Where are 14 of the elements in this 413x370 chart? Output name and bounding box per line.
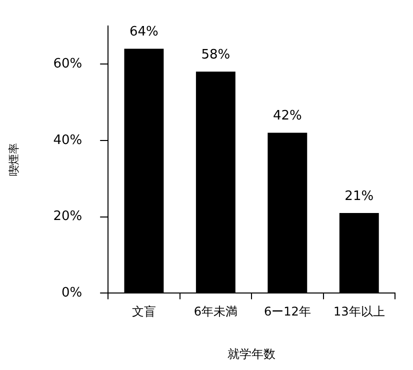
data-label: 21% bbox=[344, 188, 374, 204]
y-tick-label: 40% bbox=[53, 132, 82, 148]
y-tick-label: 0% bbox=[61, 286, 82, 301]
y-tick-label: 20% bbox=[53, 209, 82, 224]
x-axis-title: 就学年数 bbox=[228, 346, 276, 361]
y-axis-title: 喫煙率 bbox=[7, 143, 20, 176]
x-tick-label: 6ー12年 bbox=[264, 304, 311, 319]
data-label: 64% bbox=[130, 24, 158, 40]
data-label: 58% bbox=[201, 48, 230, 63]
x-tick-label: 13年以上 bbox=[333, 304, 385, 319]
x-tick-label: 6年未満 bbox=[194, 304, 238, 319]
y-tick-label: 60% bbox=[53, 56, 82, 72]
x-tick-label: 文盲 bbox=[132, 304, 156, 319]
data-label: 42% bbox=[272, 108, 302, 124]
